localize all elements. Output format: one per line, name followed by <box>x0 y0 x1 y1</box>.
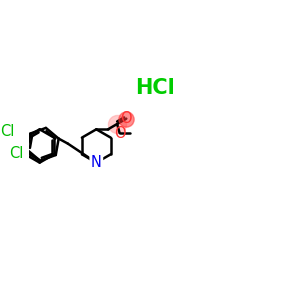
Text: HCl: HCl <box>135 78 175 98</box>
Text: Cl: Cl <box>9 146 24 161</box>
Text: Cl: Cl <box>0 124 14 139</box>
Text: O: O <box>114 126 125 141</box>
Text: O: O <box>121 111 132 126</box>
Text: N: N <box>91 155 102 170</box>
